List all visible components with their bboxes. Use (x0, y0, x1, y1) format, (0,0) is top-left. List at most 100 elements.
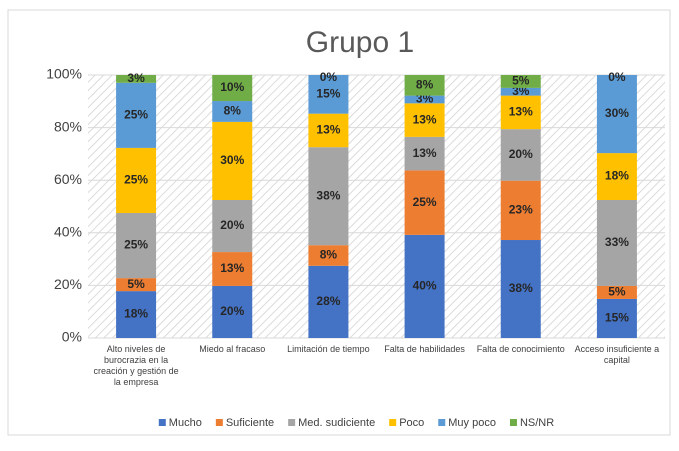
legend-label: Med. sudiciente (298, 417, 375, 429)
data-label: 5% (127, 277, 145, 291)
x-tick-label: Miedo al fracaso (199, 344, 266, 354)
y-tick-label: 20% (54, 276, 82, 292)
data-label: 13% (220, 261, 244, 275)
legend-item: Suficiente (215, 417, 274, 429)
x-tick-label-box: Limitación de tiempo (287, 344, 370, 354)
legend-label: Poco (399, 417, 424, 429)
data-label: 25% (124, 108, 148, 122)
data-label: 33% (605, 235, 629, 249)
data-label: 23% (509, 203, 533, 217)
legend-label: Suficiente (226, 417, 274, 429)
bar-segment (116, 82, 157, 148)
bar-segment (596, 199, 637, 286)
x-tick-label-box: Alto niveles de burocrazia en la creació… (94, 344, 179, 387)
bar-segment (308, 113, 349, 148)
legend-swatch (158, 419, 166, 426)
bar-segment (500, 129, 541, 181)
data-label: 25% (124, 238, 148, 252)
bar-segment (116, 291, 157, 338)
x-tick-label: Falta de habilidades (384, 344, 465, 354)
bar-segment (308, 147, 349, 246)
data-label: 25% (413, 195, 437, 209)
data-label: 18% (124, 307, 148, 321)
bar-segment (116, 147, 157, 214)
data-label: 3% (127, 71, 145, 85)
bar-segment (308, 245, 349, 266)
bar-segment (500, 95, 541, 130)
bar-segment (596, 285, 637, 299)
data-label: 40% (413, 279, 437, 293)
bar-segment (500, 240, 541, 338)
legend-swatch (389, 419, 397, 426)
data-label: 8% (320, 248, 338, 262)
data-label: 20% (220, 218, 244, 232)
bar-segment (116, 75, 157, 83)
bar-segment (404, 75, 445, 96)
legend-item: Poco (389, 417, 424, 429)
bar-segment (212, 75, 253, 102)
bar-segment (500, 87, 541, 96)
bar-segment (212, 199, 253, 253)
bar-segment (404, 95, 445, 104)
bar-segment (404, 170, 445, 235)
data-label: 10% (220, 80, 244, 94)
data-label: 30% (220, 153, 244, 167)
data-label: 15% (316, 87, 340, 101)
data-label: 18% (605, 169, 629, 183)
bar-segment (404, 103, 445, 137)
x-tick-label-box: Miedo al fracaso (199, 344, 266, 354)
data-label: 38% (316, 188, 340, 202)
legend-item: NS/NR (509, 417, 554, 429)
y-tick-label: 100% (46, 66, 82, 82)
data-label: 20% (220, 304, 244, 318)
data-label: 8% (224, 104, 242, 118)
x-tick-label-box: Falta de conocimiento (476, 344, 565, 354)
legend-label: NS/NR (520, 417, 554, 429)
bar-segment (596, 153, 637, 200)
x-tick-label: Limitación de tiempo (287, 344, 370, 354)
data-label: 28% (316, 294, 340, 308)
legend-swatch (438, 419, 446, 426)
data-label: 15% (605, 311, 629, 325)
data-label: 0% (608, 70, 626, 84)
bar-segment (212, 285, 253, 338)
bar-segment (212, 101, 253, 122)
y-tick-label: 80% (54, 118, 82, 134)
y-tick-label: 40% (54, 224, 82, 240)
legend-swatch (509, 419, 517, 426)
bar-segment (212, 121, 253, 200)
legend-item: Muy poco (438, 417, 496, 429)
legend-item: Mucho (158, 417, 202, 429)
x-tick-label: Acceso insuficiente a capital (574, 344, 660, 365)
data-label: 8% (416, 77, 434, 91)
data-label: 0% (320, 70, 338, 84)
data-label: 13% (413, 146, 437, 160)
x-tick-label: Falta de conocimiento (476, 344, 565, 354)
bar-segment (596, 75, 637, 154)
plot-area (88, 75, 665, 338)
y-tick-label: 60% (54, 171, 82, 187)
bar-segment (404, 136, 445, 171)
bar-segment (308, 75, 349, 114)
chart-title: Grupo 1 (306, 26, 414, 59)
data-label: 5% (608, 285, 626, 299)
data-label: 30% (605, 106, 629, 120)
data-label: 13% (413, 112, 437, 126)
bar-segment (116, 213, 157, 279)
bar-segment (308, 265, 349, 338)
data-label: 25% (124, 173, 148, 187)
bar-segment (116, 278, 157, 292)
bar-segment (596, 298, 637, 338)
y-tick-label: 0% (62, 329, 82, 345)
legend-label: Mucho (169, 417, 202, 429)
data-label: 13% (509, 105, 533, 119)
data-label: 5% (512, 74, 530, 88)
data-label: 38% (509, 281, 533, 295)
bar-segment (500, 75, 541, 88)
x-tick-label-box: Falta de habilidades (384, 344, 465, 354)
bar-segment (212, 252, 253, 286)
legend-swatch (288, 419, 296, 426)
legend-label: Muy poco (448, 417, 496, 429)
x-tick-label-box: Acceso insuficiente a capital (574, 344, 660, 365)
